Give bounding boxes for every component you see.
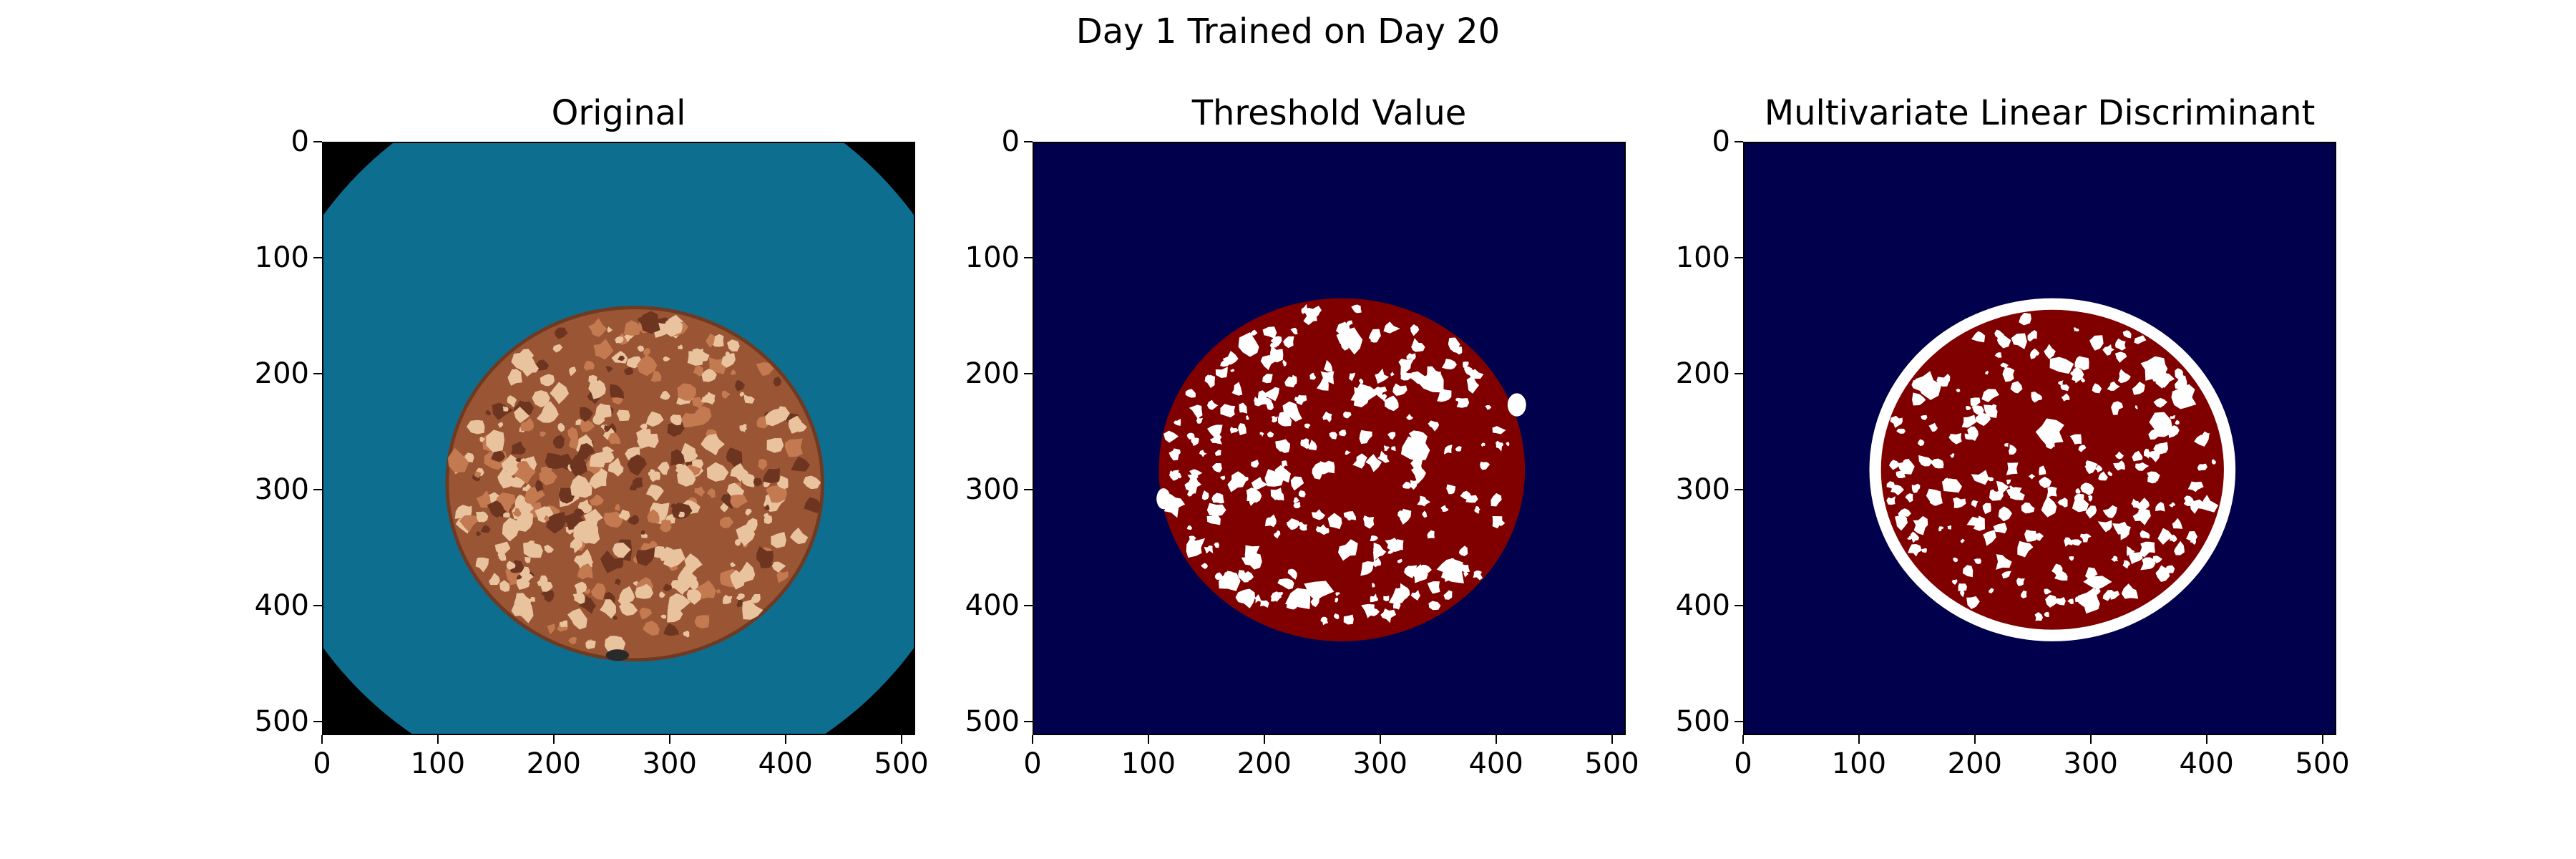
figure-suptitle: Day 1 Trained on Day 20 — [1075, 11, 1501, 52]
subplot-2-xtick-label: 300 — [1352, 747, 1407, 780]
subplot-1-xtick-label: 300 — [642, 747, 697, 780]
subplot-2-title: Threshold Value — [1191, 93, 1467, 133]
subplot-2-ytick — [1024, 256, 1033, 258]
subplot-1-ytick-label: 0 — [291, 125, 309, 158]
subplot-1-xtick — [436, 735, 439, 744]
subplot-3-ytick-label: 500 — [1675, 704, 1730, 738]
subplot-1-xtick-label: 400 — [758, 747, 813, 780]
segmented-slice — [1869, 298, 2236, 641]
subplot-3-title: Multivariate Linear Discriminant — [1764, 93, 2316, 133]
subplot-1-ytick-label: 400 — [254, 588, 309, 622]
subplot-3-ytick — [1735, 720, 1743, 722]
subplot-2-xtick-label: 400 — [1468, 747, 1523, 780]
subplot-3-ytick — [1735, 141, 1743, 142]
subplot-2-ytick-label: 100 — [965, 241, 1020, 274]
sausage-slice — [445, 306, 824, 662]
subplot-1-xtick-label: 100 — [410, 747, 466, 780]
stain-mark — [605, 649, 630, 661]
subplot-3-ytick — [1735, 256, 1743, 258]
subplot-3-ytick — [1735, 604, 1743, 606]
subplot-3-xtick-label: 200 — [1947, 747, 2002, 780]
subplot-1-ytick — [313, 604, 322, 606]
subplot-1-xtick-label: 200 — [526, 747, 581, 780]
subplot-1-image — [322, 142, 915, 735]
subplot-1-ytick — [313, 720, 322, 722]
subplot-1-ytick-label: 300 — [254, 472, 309, 506]
subplot-1-title: Original — [551, 93, 686, 133]
subplot-2-xtick — [1263, 735, 1265, 744]
subplot-3-ytick-label: 200 — [1675, 356, 1730, 390]
subplot-1-ytick — [313, 141, 322, 142]
subplot-3-xtick-label: 500 — [2295, 747, 2350, 780]
subplot-3-xtick-label: 100 — [1831, 747, 1887, 780]
subplot-3-xtick — [1974, 735, 1976, 744]
subplot-3-ytick-label: 100 — [1675, 241, 1730, 274]
subplot-3-xtick — [2205, 735, 2207, 744]
subplot-2-ytick — [1024, 372, 1033, 374]
subplot-3-ytick-label: 400 — [1675, 588, 1730, 622]
subplot-1-ytick — [313, 488, 322, 490]
subplot-3-xtick — [1742, 735, 1744, 744]
subplot-2-xtick — [1147, 735, 1149, 744]
subplot-2-xtick-label: 200 — [1236, 747, 1292, 780]
subplot-1-xtick — [321, 735, 323, 744]
subplot-2-ytick-label: 300 — [965, 472, 1020, 506]
subplot-3-xtick — [2321, 735, 2323, 744]
subplot-2-xtick-label: 500 — [1584, 747, 1639, 780]
subplot-1-ytick-label: 500 — [254, 704, 309, 738]
subplot-2-xtick — [1032, 735, 1033, 744]
subplot-3-xtick — [2089, 735, 2092, 744]
subplot-2-xtick — [1611, 735, 1613, 744]
subplot-2-ytick — [1024, 488, 1033, 490]
subplot-2-ytick-label: 500 — [965, 704, 1020, 738]
subplot-3-xtick-label: 400 — [2179, 747, 2234, 780]
subplot-1-ytick-label: 200 — [254, 356, 309, 390]
subplot-2-xtick — [1495, 735, 1497, 744]
subplot-2-ytick-label: 400 — [965, 588, 1020, 622]
subplot-2-xtick — [1379, 735, 1381, 744]
subplot-1-xtick-label: 500 — [874, 747, 929, 780]
subplot-1-xtick — [900, 735, 902, 744]
subplot-2-ytick — [1024, 720, 1033, 722]
subplot-3-ytick — [1735, 488, 1743, 490]
subplot-3-ytick — [1735, 372, 1743, 374]
subplot-3-xtick-label: 300 — [2063, 747, 2118, 780]
subplot-1-ytick — [313, 256, 322, 258]
subplot-1-xtick — [784, 735, 786, 744]
subplot-1-ytick-label: 100 — [254, 241, 309, 274]
subplot-3-xtick-label: 0 — [1734, 747, 1752, 780]
subplot-1-xtick — [552, 735, 555, 744]
subplot-3-image — [1743, 142, 2336, 735]
subplot-2-ytick — [1024, 604, 1033, 606]
subplot-3-xtick — [1858, 735, 1860, 744]
subplot-2-ytick-label: 200 — [965, 356, 1020, 390]
subplot-2-ytick-label: 0 — [1001, 125, 1020, 158]
subplot-1-ytick — [313, 372, 322, 374]
subplot-1-xtick-label: 0 — [313, 747, 331, 780]
subplot-2-xtick-label: 0 — [1023, 747, 1042, 780]
subplot-2-image — [1033, 142, 1626, 735]
subplot-2-ytick — [1024, 141, 1033, 142]
subplot-3-ytick-label: 0 — [1712, 125, 1730, 158]
subplot-2-xtick-label: 100 — [1121, 747, 1176, 780]
subplot-1-xtick — [668, 735, 670, 744]
segmented-slice — [1156, 298, 1526, 641]
subplot-3-ytick-label: 300 — [1675, 472, 1730, 506]
